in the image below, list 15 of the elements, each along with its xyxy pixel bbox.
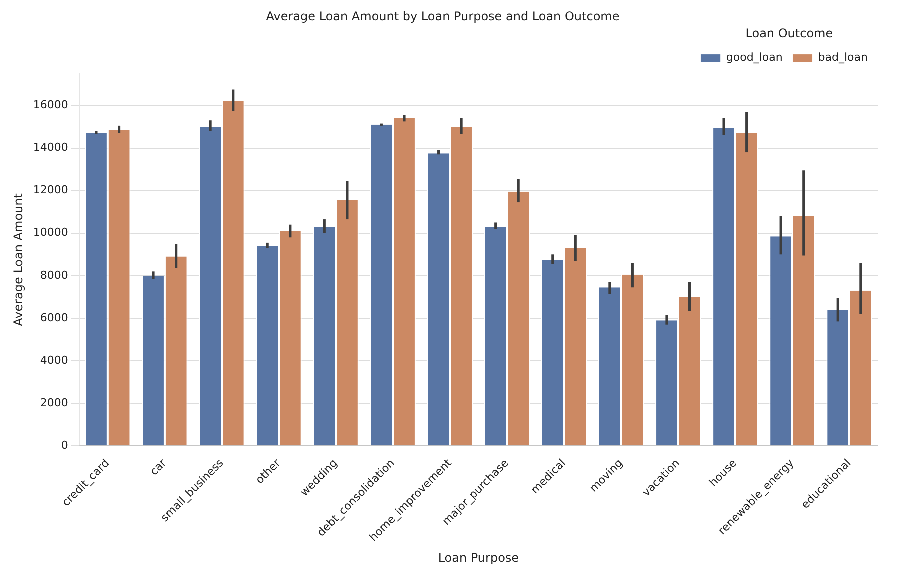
y-tick-label: 16000 <box>33 98 68 112</box>
y-tick-label: 8000 <box>40 268 68 282</box>
y-tick-label: 14000 <box>33 141 68 154</box>
y-tick-label: 2000 <box>40 396 68 410</box>
legend-title: Loan Outcome <box>746 26 834 41</box>
legend-label: good_loan <box>726 51 783 64</box>
y-tick-label: 0 <box>61 438 68 452</box>
legend-label: bad_loan <box>818 51 868 64</box>
y-tick-label: 10000 <box>33 226 68 240</box>
y-axis-title: Average Loan Amount <box>11 193 26 326</box>
y-tick-label: 6000 <box>40 311 68 324</box>
chart-title: Average Loan Amount by Loan Purpose and Loan Outcome <box>266 9 620 24</box>
y-tick-label: 12000 <box>33 184 68 197</box>
x-axis-title: Loan Purpose <box>438 550 520 565</box>
y-tick-label: 4000 <box>40 354 68 367</box>
